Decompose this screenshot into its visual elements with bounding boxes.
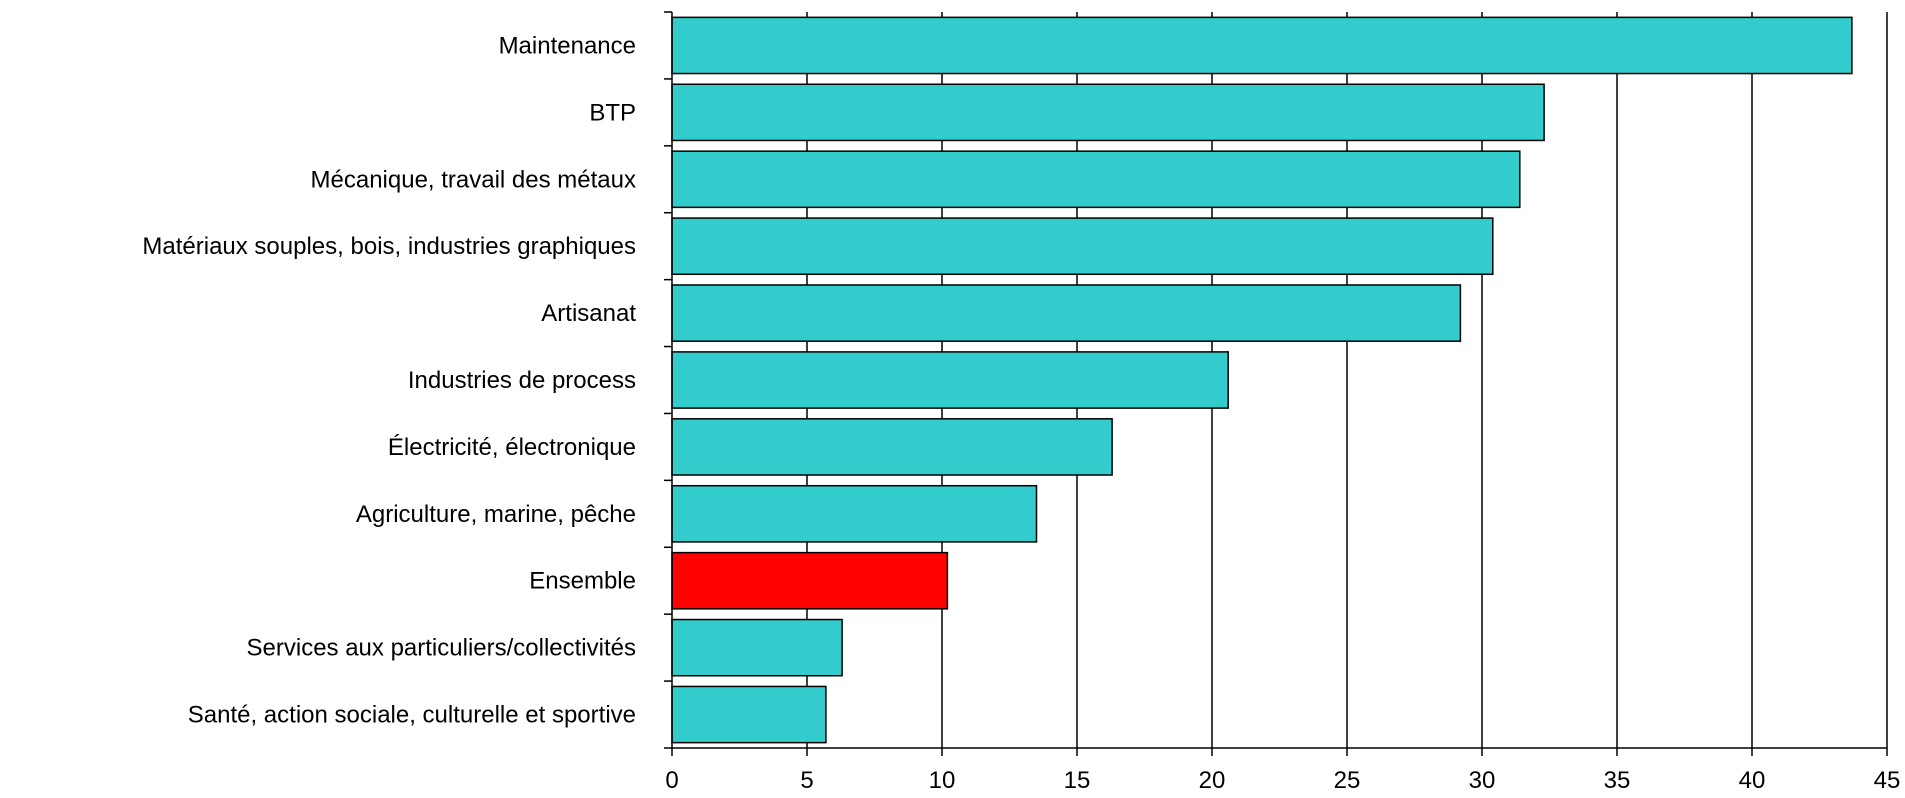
category-label-0: Maintenance [499,32,636,59]
bar-7 [671,484,1038,543]
category-label-5: Industries de process [408,367,636,394]
bar-1 [671,83,1545,142]
x-tick-label-6: 30 [1469,767,1496,794]
x-tick-label-4: 20 [1199,767,1226,794]
bar-4 [671,284,1462,342]
bar-0 [671,16,1853,75]
bar-6 [671,418,1113,476]
bars [671,16,1853,744]
x-tick-label-7: 35 [1604,767,1631,794]
axes [664,11,1888,756]
category-label-4: Artisanat [541,300,636,327]
category-label-6: Électricité, électronique [388,434,636,461]
labels: Maintenance BTP Mécanique, travail des mét… [142,32,1900,794]
bar-10 [671,685,827,744]
category-label-9: Services aux particuliers/collectivités [247,635,636,662]
category-label-7: Agriculture, marine, pêche [356,501,636,528]
x-tick-label-8: 40 [1739,767,1766,794]
x-tick-label-5: 25 [1334,767,1361,794]
x-tick-label-3: 15 [1064,767,1091,794]
category-label-2: Mécanique, travail des métaux [311,166,637,193]
x-tick-label-1: 5 [800,767,813,794]
bar-9 [671,618,843,677]
x-tick-label-9: 45 [1874,767,1901,794]
x-tick-label-0: 0 [665,767,678,794]
bar-3 [671,217,1494,276]
category-label-1: BTP [589,99,636,126]
bar-2 [671,150,1521,209]
category-label-8: Ensemble [529,568,636,595]
category-label-3: Matériaux souples, bois, industries grap… [142,233,636,260]
x-tick-label-2: 10 [929,767,956,794]
bar-8 [671,551,949,610]
category-label-10: Santé, action sociale, culturelle et spo… [188,702,636,729]
bar-5 [671,351,1229,409]
